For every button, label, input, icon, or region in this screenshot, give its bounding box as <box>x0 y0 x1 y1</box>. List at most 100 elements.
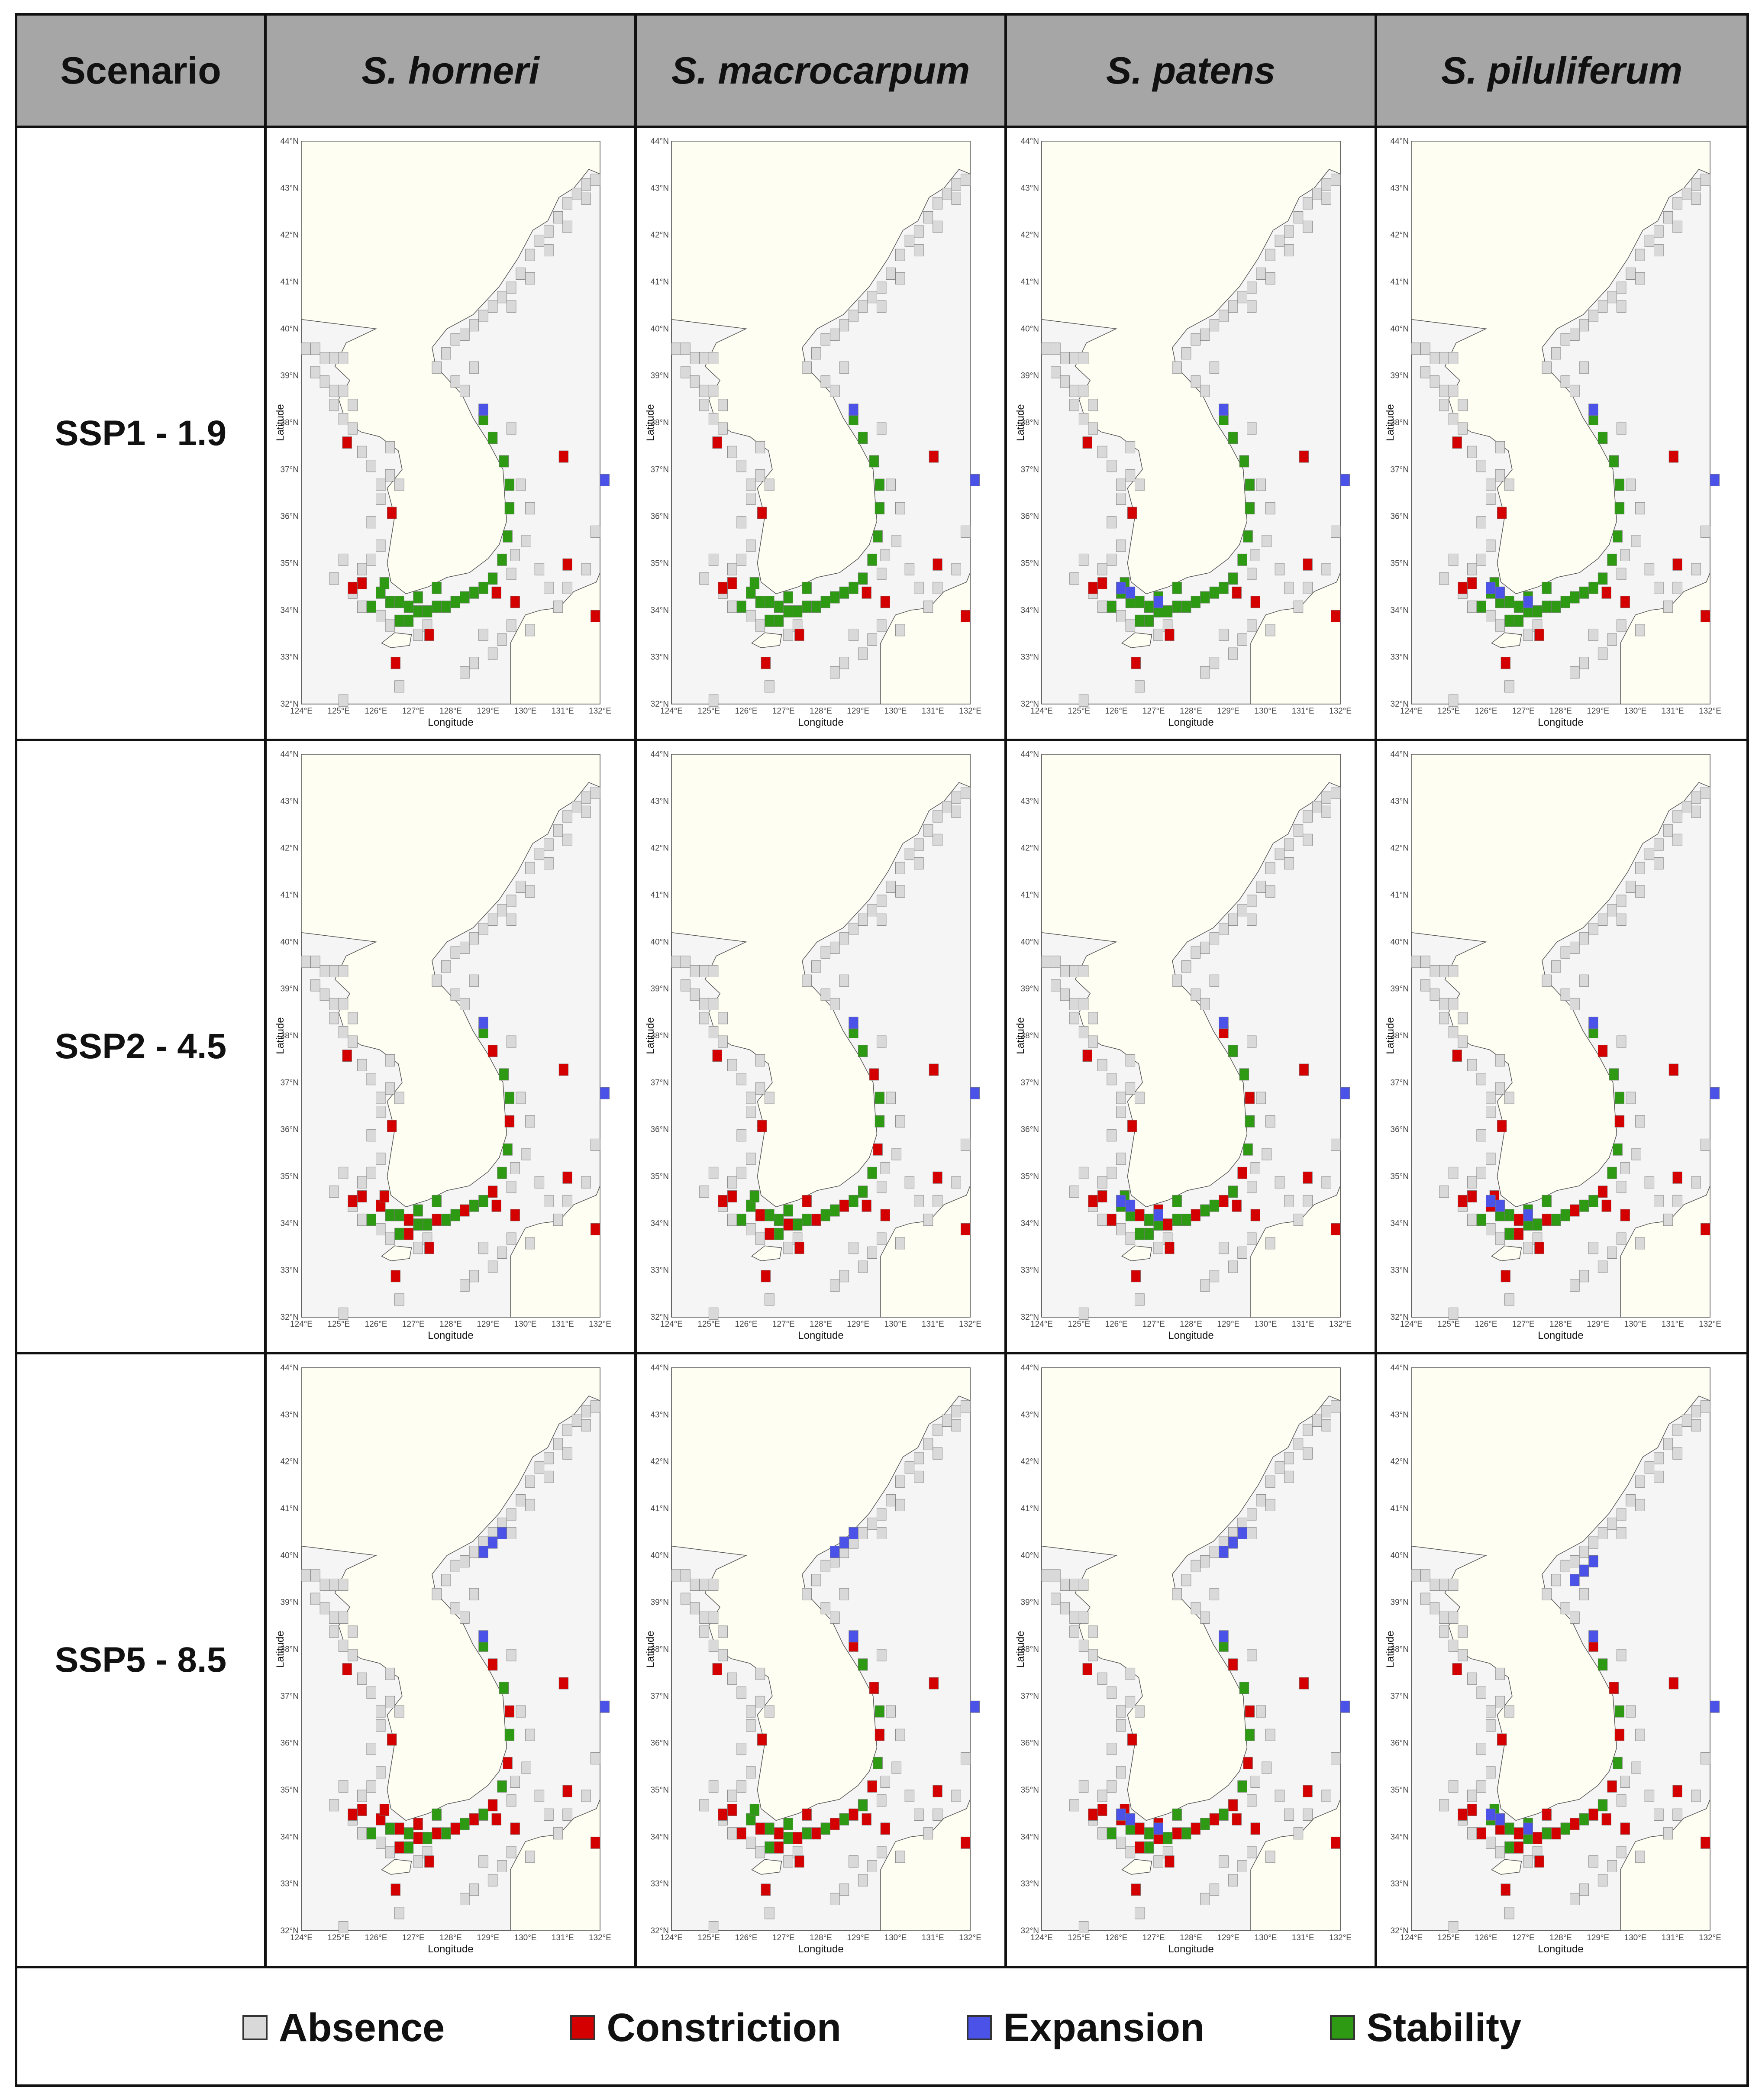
constriction-cell <box>1701 1836 1710 1849</box>
absence-cell <box>301 956 311 968</box>
absence-cell <box>886 881 896 893</box>
absence-cell <box>329 352 339 365</box>
expansion-cell <box>1219 1017 1229 1029</box>
absence-cell <box>544 838 554 851</box>
absence-cell <box>1411 342 1421 355</box>
absence-cell <box>1331 174 1341 186</box>
absence-cell <box>1504 1092 1514 1104</box>
absence-cell <box>1495 1232 1505 1245</box>
constriction-cell <box>1209 1813 1220 1825</box>
stability-cell <box>1504 1209 1514 1221</box>
absence-cell <box>534 235 545 247</box>
stability-cell <box>1532 605 1543 618</box>
absence-cell <box>904 235 915 247</box>
absence-cell <box>1051 1569 1061 1582</box>
absence-cell <box>1644 1461 1655 1474</box>
absence-cell <box>1331 787 1341 799</box>
expansion-cell <box>1495 1199 1505 1212</box>
absence-cell <box>385 1667 395 1680</box>
stability-cell <box>749 1804 760 1816</box>
constriction-cell <box>1097 577 1107 590</box>
lat-tick-label: 42°N <box>651 231 669 240</box>
map-land-korea <box>1411 1367 1710 1821</box>
constriction-cell <box>1620 1209 1630 1221</box>
absence-cell <box>1635 885 1645 898</box>
constriction-cell <box>348 1808 358 1821</box>
constriction-cell <box>1219 1195 1229 1207</box>
absence-cell <box>319 352 330 365</box>
lat-tick-label: 40°N <box>651 1551 669 1560</box>
absence-cell <box>1284 838 1294 851</box>
absence-cell <box>469 1270 479 1283</box>
absence-cell <box>487 300 498 313</box>
lat-tick-label: 40°N <box>1021 937 1039 947</box>
absence-cell <box>858 1260 868 1273</box>
absence-cell <box>708 352 719 365</box>
x-axis-label: Longitude <box>1538 1943 1583 1955</box>
lon-tick-label: 131°E <box>1662 707 1684 716</box>
lon-tick-label: 128°E <box>1180 1320 1202 1329</box>
absence-cell <box>376 1766 386 1779</box>
lon-tick-label: 125°E <box>697 1320 720 1329</box>
absence-cell <box>1135 1705 1145 1718</box>
stability-cell <box>394 596 404 608</box>
absence-cell <box>1078 694 1089 707</box>
absence-cell <box>1486 1766 1496 1779</box>
stability-cell <box>802 1214 812 1226</box>
lon-tick-label: 125°E <box>697 1933 720 1942</box>
absence-cell <box>1430 965 1440 978</box>
absence-cell <box>1293 601 1304 613</box>
constriction-cell <box>755 1822 765 1835</box>
absence-cell <box>1458 1035 1468 1048</box>
absence-cell <box>338 553 349 566</box>
absence-cell <box>681 342 691 355</box>
absence-cell <box>746 493 756 505</box>
absence-cell <box>1265 502 1275 514</box>
absence-cell <box>376 540 386 552</box>
absence-cell <box>348 399 358 411</box>
absence-cell <box>357 1059 367 1071</box>
map-land-korea <box>1041 754 1341 1208</box>
constriction-cell <box>487 1186 498 1198</box>
absence-cell <box>1617 1649 1626 1661</box>
absence-cell <box>376 1092 386 1104</box>
stability-cell <box>858 1799 868 1812</box>
stability-cell <box>1172 1214 1182 1226</box>
lon-tick-label: 131°E <box>1662 1933 1684 1942</box>
absence-cell <box>1247 281 1257 294</box>
absence-cell <box>562 220 572 233</box>
constriction-cell <box>1331 610 1341 622</box>
absence-cell <box>1228 300 1238 313</box>
absence-cell <box>1476 1743 1486 1755</box>
expansion-cell <box>1710 474 1720 486</box>
absence-cell <box>708 1166 719 1179</box>
constriction-cell <box>757 1120 767 1132</box>
absence-cell <box>1321 1790 1331 1802</box>
lat-tick-label: 35°N <box>651 1172 669 1181</box>
stability-cell <box>403 614 414 627</box>
lat-tick-label: 37°N <box>281 465 299 474</box>
lon-tick-label: 132°E <box>589 1933 611 1942</box>
absence-cell <box>376 1836 386 1849</box>
absence-cell <box>534 1176 545 1189</box>
absence-cell <box>1303 1195 1313 1207</box>
absence-cell <box>385 1846 395 1858</box>
absence-cell <box>1570 384 1580 397</box>
absence-cell <box>357 563 367 575</box>
lat-tick-label: 32°N <box>651 700 669 709</box>
absence-cell <box>348 1012 358 1024</box>
absence-cell <box>820 333 831 346</box>
constriction-cell <box>504 1115 515 1128</box>
absence-cell <box>1041 956 1052 968</box>
stability-cell <box>858 1045 868 1057</box>
absence-cell <box>830 1279 840 1292</box>
absence-cell <box>1504 1705 1514 1718</box>
absence-cell <box>877 568 887 580</box>
lat-tick-label: 43°N <box>1021 797 1039 806</box>
absence-cell <box>1458 422 1468 435</box>
stability-cell <box>1181 1214 1191 1226</box>
absence-cell <box>478 310 488 322</box>
absence-cell <box>877 1846 887 1858</box>
absence-cell <box>329 965 339 978</box>
lat-tick-label: 42°N <box>1391 844 1409 853</box>
